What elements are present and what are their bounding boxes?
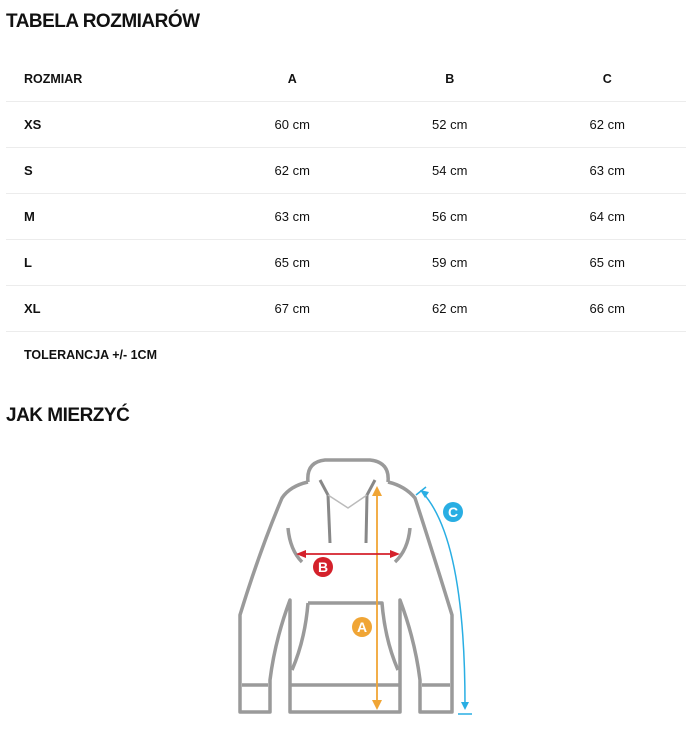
cell-b: 56 cm	[371, 193, 529, 240]
cell-b: 59 cm	[371, 239, 529, 286]
cell-a: 60 cm	[213, 101, 371, 148]
how-to-measure-title: JAK MIERZYĆ	[6, 405, 130, 426]
measure-a-arrow	[352, 486, 382, 710]
size-table-title: TABELA ROZMIARÓW	[6, 11, 200, 32]
cell-size: M	[6, 193, 214, 240]
cell-a: 67 cm	[213, 285, 371, 332]
header-b: B	[371, 56, 529, 102]
cell-c: 66 cm	[528, 285, 686, 332]
measure-c-label: C	[448, 504, 458, 520]
cell-a: 62 cm	[213, 147, 371, 194]
measure-c-arrow	[415, 486, 472, 715]
cell-c: 64 cm	[528, 193, 686, 240]
cell-b: 62 cm	[371, 285, 529, 332]
header-size: ROZMIAR	[6, 56, 214, 102]
cell-b: 52 cm	[371, 101, 529, 148]
cell-c: 65 cm	[528, 239, 686, 286]
cell-size: S	[6, 147, 214, 194]
cell-size: XL	[6, 285, 214, 332]
measure-b-arrow	[296, 550, 400, 577]
tolerance-note: TOLERANCJA +/- 1CM	[24, 347, 158, 362]
hoodie-measure-diagram: A B C	[238, 458, 472, 715]
cell-c: 62 cm	[528, 101, 686, 148]
table-row: XL 67 cm 62 cm 66 cm	[6, 285, 686, 332]
measure-a-label: A	[357, 619, 367, 635]
cell-b: 54 cm	[371, 147, 529, 194]
drawstrings	[318, 479, 377, 544]
header-c: C	[528, 56, 686, 102]
cell-size: L	[6, 239, 214, 286]
table-header-row: ROZMIAR A B C	[6, 56, 686, 102]
cell-a: 65 cm	[213, 239, 371, 286]
size-table: ROZMIAR A B C XS 60 cm 52 cm 62 cm S 62 cm 54 …	[6, 56, 686, 377]
header-a: A	[213, 56, 371, 102]
cell-a: 63 cm	[213, 193, 371, 240]
table-row: XS 60 cm 52 cm 62 cm	[6, 101, 686, 148]
table-row: M 63 cm 56 cm 64 cm	[6, 193, 686, 240]
table-row: S 62 cm 54 cm 63 cm	[6, 147, 686, 194]
hoodie-outline	[238, 458, 454, 714]
cell-c: 63 cm	[528, 147, 686, 194]
table-row: L 65 cm 59 cm 65 cm	[6, 239, 686, 286]
cell-size: XS	[6, 101, 214, 148]
tolerance-row: TOLERANCJA +/- 1CM	[6, 332, 686, 378]
measure-b-label: B	[318, 559, 328, 575]
